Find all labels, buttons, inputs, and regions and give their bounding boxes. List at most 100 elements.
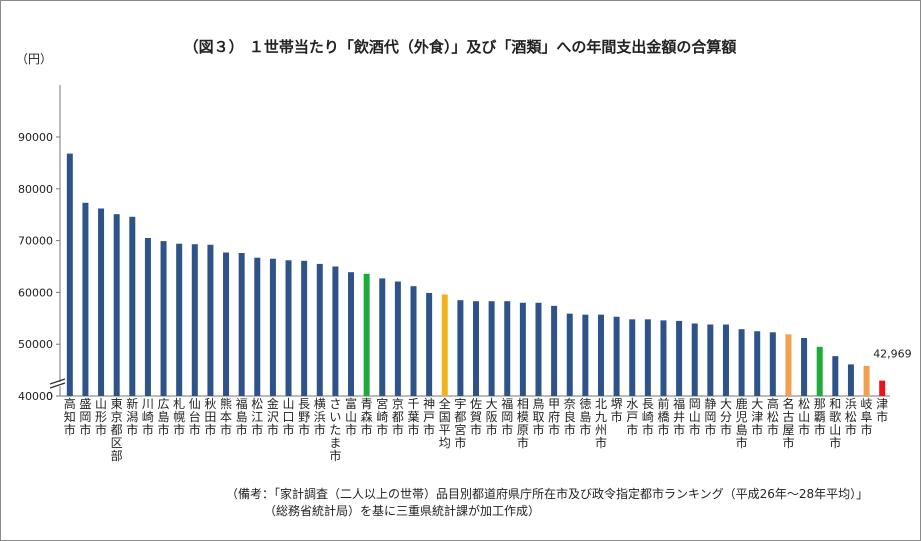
- x-tick-label: 大分市: [720, 397, 732, 437]
- x-tick-label: 長崎市: [642, 397, 654, 437]
- bar: [316, 263, 323, 396]
- bar: [488, 301, 495, 396]
- x-tick-label: 横浜市: [314, 397, 326, 437]
- chart-title: （図３） １世帯当たり「飲酒代（外食）」及び「酒類」への年間支出金額の合算額: [184, 38, 737, 56]
- bar: [457, 300, 464, 396]
- bar: [176, 243, 183, 396]
- x-tick-label: 岐阜市: [861, 397, 873, 437]
- x-tick-label: 川崎市: [142, 397, 154, 437]
- x-tick-label: 鹿児島市: [736, 396, 748, 450]
- source-note: （備考：「家計調査（二人以上の世帯）品目別都道府県庁所在市及び政令指定都市ランキ…: [226, 486, 868, 520]
- bar: [754, 331, 761, 396]
- x-tick-label: 熊本市: [220, 396, 232, 437]
- x-tick-label: 北九州市: [595, 397, 607, 450]
- bar: [191, 244, 198, 396]
- y-tick-label: 90000: [18, 131, 53, 144]
- bar: [613, 316, 620, 396]
- bar: [394, 281, 401, 396]
- x-tick-label: 東京都区部: [111, 397, 123, 463]
- x-tick-label: 松山市: [798, 397, 810, 437]
- bar: [441, 294, 448, 396]
- bar: [801, 337, 808, 396]
- bar: [332, 266, 339, 396]
- bar: [129, 216, 136, 396]
- x-tick-label: 佐賀市: [470, 397, 482, 437]
- x-tick-label: 秋田市: [204, 397, 216, 437]
- bar: [707, 324, 714, 396]
- bar: [644, 319, 651, 396]
- x-tick-label: 和歌山市: [829, 397, 841, 450]
- source-note-line-1: （備考：「家計調査（二人以上の世帯）品目別都道府県庁所在市及び政令指定都市ランキ…: [226, 487, 869, 501]
- bar: [863, 365, 870, 396]
- x-tick-label: 盛岡市: [79, 396, 91, 437]
- x-tick-label: 前橋市: [657, 396, 669, 437]
- y-tick-label: 80000: [18, 183, 53, 196]
- bar: [676, 320, 683, 396]
- bar: [82, 202, 89, 396]
- x-tick-label: 長野市: [298, 397, 310, 437]
- data-label: 42,969: [873, 348, 912, 361]
- x-tick-label: 水戸市: [626, 397, 638, 437]
- x-tick-label: 松江市: [251, 397, 263, 437]
- x-tick-label: 高知市: [64, 396, 76, 437]
- bar: [238, 253, 245, 396]
- bar: [98, 208, 105, 396]
- x-tick-label: 京都市: [392, 397, 404, 437]
- bar: [269, 258, 276, 396]
- bar: [504, 301, 511, 396]
- x-tick-label: 堺市: [611, 397, 623, 424]
- x-tick-label: 宮崎市: [376, 396, 388, 437]
- bar: [473, 301, 479, 396]
- x-tick-label: 徳島市: [579, 396, 591, 437]
- bar: [254, 257, 261, 396]
- bar: [629, 319, 636, 396]
- x-tick-label: 宇都宮市: [454, 397, 466, 450]
- bar: [722, 324, 729, 396]
- bar: [207, 244, 214, 396]
- x-tick-label: 山形市: [95, 397, 107, 437]
- bar: [566, 313, 573, 396]
- bar: [535, 302, 542, 396]
- bar: [551, 305, 558, 396]
- x-tick-label: 福岡市: [501, 396, 513, 437]
- bar: [879, 380, 886, 396]
- x-tick-label: 那覇市: [814, 397, 826, 437]
- bar: [363, 273, 370, 396]
- bar: [816, 346, 823, 396]
- x-tick-label: 山口市: [283, 397, 295, 437]
- x-tick-label: 相模原市: [517, 397, 529, 450]
- y-tick-label: 40000: [18, 390, 53, 403]
- bar: [223, 252, 230, 396]
- bar: [660, 320, 667, 396]
- x-tick-label: 仙台市: [189, 397, 201, 437]
- bar: [160, 241, 167, 396]
- axis-break-mark: [49, 378, 66, 385]
- x-tick-label: 大津市: [751, 397, 763, 437]
- x-tick-label: 札幌市: [173, 397, 185, 437]
- x-tick-label: 岡山市: [689, 397, 701, 437]
- bar: [348, 272, 355, 396]
- bar: [410, 286, 417, 396]
- y-tick-label: 60000: [18, 286, 53, 299]
- x-tick-label: 名古屋市: [782, 396, 794, 450]
- bars: 42,969: [66, 153, 912, 396]
- y-tick-label: 50000: [18, 338, 53, 351]
- x-tick-label: 富山市: [345, 396, 357, 437]
- x-tick-label: 金沢市: [267, 396, 279, 437]
- x-tick-label: 福井市: [673, 396, 685, 437]
- bar: [785, 334, 792, 396]
- x-tick-label: 全国平均: [439, 396, 451, 450]
- x-tick-label: さいたま市: [329, 397, 341, 463]
- source-note-line-2: （総務省統計局）を基に三重県統計課が加工作成）: [264, 504, 541, 518]
- bar: [519, 302, 526, 396]
- x-tick-label: 福島市: [236, 396, 248, 437]
- x-tick-label: 神戸市: [423, 397, 435, 437]
- bar: [379, 278, 386, 396]
- x-tick-label: 鳥取市: [532, 396, 544, 437]
- x-tick-label: 奈良市: [564, 397, 576, 437]
- x-axis-labels: 高知市盛岡市山形市東京都区部新潟市川崎市広島市札幌市仙台市秋田市熊本市福島市松江…: [64, 396, 888, 463]
- bar: [301, 260, 308, 396]
- bar: [285, 260, 292, 396]
- x-tick-label: 津市: [876, 397, 888, 424]
